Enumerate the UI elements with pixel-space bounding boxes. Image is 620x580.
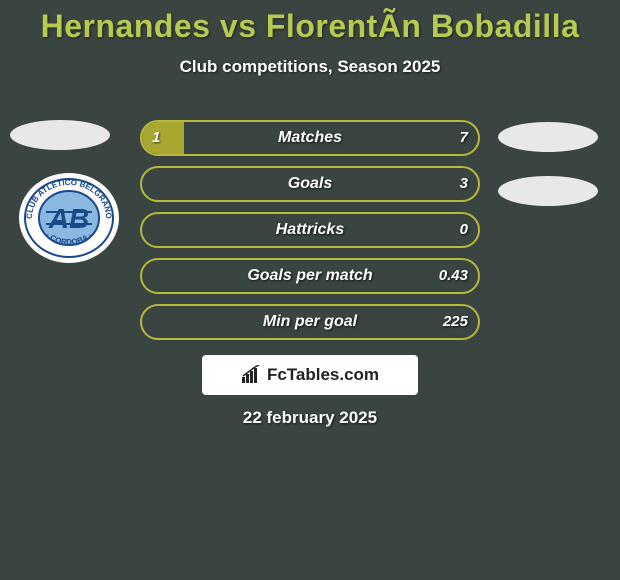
stat-pill: Goals per match0.43 [140,258,480,294]
stat-value-right: 3 [460,168,468,200]
page-title: Hernandes vs FlorentÃ­n Bobadilla [0,0,620,45]
stat-value-right: 225 [443,306,468,338]
subtitle: Club competitions, Season 2025 [0,57,620,77]
stats-list: 1Matches7 Goals3 Hattricks0 Goals per match… [0,120,620,350]
stat-label: Min per goal [142,306,478,338]
stat-label: Hattricks [142,214,478,246]
stat-value-right: 0.43 [439,260,468,292]
stat-pill: Min per goal225 [140,304,480,340]
date-text: 22 february 2025 [0,408,620,428]
stat-row: Hattricks0 [0,212,620,248]
stat-pill: Goals3 [140,166,480,202]
stat-row: Min per goal225 [0,304,620,340]
stat-label: Matches [142,122,478,154]
brand-bar-icon [241,365,261,385]
comparison-card: Hernandes vs FlorentÃ­n Bobadilla Club c… [0,0,620,580]
stat-value-right: 0 [460,214,468,246]
stat-value-right: 7 [460,122,468,154]
stat-pill: Hattricks0 [140,212,480,248]
stat-row: Goals per match0.43 [0,258,620,294]
stat-row: Goals3 [0,166,620,202]
brand-text: FcTables.com [267,365,379,385]
stat-row: 1Matches7 [0,120,620,156]
brand-badge: FcTables.com [202,355,418,395]
stat-label: Goals [142,168,478,200]
stat-pill: 1Matches7 [140,120,480,156]
stat-label: Goals per match [142,260,478,292]
